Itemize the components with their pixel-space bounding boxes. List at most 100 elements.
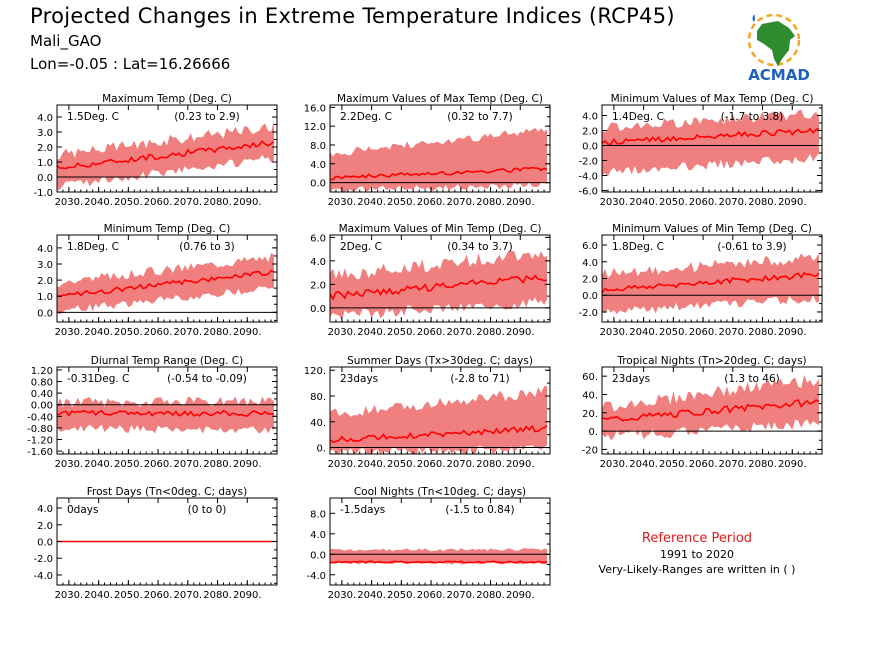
- mean-change-label: 0days: [67, 504, 98, 516]
- y-tick-label: -1.0: [33, 188, 53, 199]
- very-likely-range-label: (0.23 to 2.9): [174, 111, 240, 123]
- x-tick-label: 2060.: [417, 197, 446, 208]
- y-tick-label: 4.0: [37, 244, 53, 255]
- y-tick-label: 6.0: [582, 241, 598, 252]
- very-likely-range-band: [330, 386, 547, 454]
- chart-panel-10: -4.0 -2.0 0.0 2.0 4.0 2030. 2040. 2050. 2060. 207…: [33, 486, 278, 601]
- y-tick-label: 20.: [582, 409, 598, 420]
- very-likely-range-band: [57, 396, 274, 434]
- x-tick-label: 2080.: [476, 327, 505, 338]
- y-tick-label: -2.0: [33, 554, 53, 565]
- chart-panel-3: -6.0 -4.0 -2.0 0.0 2.0 4.0 2030. 2040. 2050. 2060…: [578, 93, 823, 208]
- chart-title: Cool Nights (Tn<10deg. C; days): [354, 486, 526, 498]
- very-likely-range-label: (0 to 0): [188, 504, 227, 516]
- y-tick-label: 1.20: [31, 366, 53, 377]
- very-likely-range-label: (-2.8 to 71): [450, 373, 509, 385]
- x-tick-label: 2090.: [778, 459, 807, 470]
- y-tick-label: 0.40: [31, 389, 53, 400]
- y-tick-label: -4.0: [33, 571, 53, 582]
- mean-change-label: 23days: [612, 373, 650, 385]
- x-tick-label: 2040.: [84, 197, 113, 208]
- chart-title: Maximum Values of Max Temp (Deg. C): [337, 93, 543, 105]
- chart-title: Summer Days (Tx>30deg. C; days): [347, 355, 533, 367]
- x-tick-label: 2060.: [417, 459, 446, 470]
- reference-range-note: Very-Likely-Ranges are written in ( ): [598, 563, 796, 576]
- x-tick-label: 2090.: [233, 590, 262, 601]
- y-tick-label: -2.0: [578, 157, 598, 168]
- x-tick-label: 2070.: [446, 327, 475, 338]
- reference-period-title: Reference Period: [641, 531, 753, 546]
- plot-frame: [329, 234, 551, 323]
- x-tick-label: 2060.: [144, 590, 173, 601]
- y-tick-label: 8.0: [310, 509, 326, 520]
- y-tick-label: -1.20: [27, 436, 53, 447]
- chart-title: Minimum Temp (Deg. C): [104, 223, 231, 235]
- y-tick-label: 0.0: [582, 142, 598, 153]
- median-change-line: [330, 424, 548, 444]
- y-tick-label: 2.0: [37, 521, 53, 532]
- very-likely-range-label: (0.32 to 7.7): [447, 111, 513, 123]
- x-tick-label: 2070.: [173, 459, 202, 470]
- x-tick-label: 2040.: [357, 197, 386, 208]
- y-tick-label: 0.0: [37, 538, 53, 549]
- x-tick-label: 2070.: [173, 327, 202, 338]
- mean-change-label: 1.5Deg. C: [67, 111, 119, 123]
- x-tick-label: 2030.: [55, 197, 84, 208]
- reference-period-years: 1991 to 2020: [659, 548, 735, 561]
- y-tick-label: 2.0: [582, 275, 598, 286]
- very-likely-range-label: (0.76 to 3): [179, 241, 234, 253]
- y-tick-label: 4.0: [310, 160, 326, 171]
- median-change-line: [57, 409, 275, 417]
- x-tick-label: 2060.: [144, 327, 173, 338]
- station-name: Mali_GAO: [30, 32, 102, 50]
- x-tick-label: 2030.: [600, 197, 629, 208]
- y-tick-label: 3.0: [37, 260, 53, 271]
- mean-change-label: 23days: [340, 373, 378, 385]
- x-tick-label: 2040.: [629, 327, 658, 338]
- very-likely-range-band: [57, 121, 274, 191]
- y-tick-label: 2.0: [582, 127, 598, 138]
- plot-frame: [329, 497, 551, 586]
- very-likely-range-label: (0.34 to 3.7): [447, 241, 513, 253]
- x-tick-label: 2040.: [84, 590, 113, 601]
- very-likely-range-band: [602, 109, 819, 177]
- x-tick-label: 2080.: [203, 327, 232, 338]
- chart-panel-4: 0.0 1.0 2.0 3.0 4.0 2030. 2040. 2050. 2060. 2070.…: [37, 223, 278, 338]
- y-tick-label: -20: [582, 445, 598, 456]
- x-tick-label: 2060.: [144, 459, 173, 470]
- y-tick-label: 0.0: [37, 308, 53, 319]
- y-tick-label: 1.0: [37, 158, 53, 169]
- very-likely-range-label: (-1.5 to 0.84): [445, 504, 514, 516]
- y-tick-label: 2.0: [310, 280, 326, 291]
- y-tick-label: 16.0: [304, 103, 326, 114]
- y-tick-label: 0.: [588, 427, 598, 438]
- x-tick-label: 2060.: [689, 197, 718, 208]
- y-tick-label: -2.0: [578, 308, 598, 319]
- x-tick-label: 2060.: [417, 327, 446, 338]
- x-tick-label: 2040.: [84, 327, 113, 338]
- y-tick-label: 2.0: [37, 143, 53, 154]
- y-tick-label: -0.40: [27, 412, 53, 423]
- median-change-line: [330, 274, 548, 301]
- x-tick-label: 2050.: [387, 590, 416, 601]
- acmad-logo: ACMAD: [747, 13, 810, 84]
- x-tick-label: 2070.: [173, 197, 202, 208]
- chart-panel-5: 0.0 2.0 4.0 6.0 2030. 2040. 2050. 2060. 2070. 208…: [310, 223, 551, 338]
- chart-title: Maximum Temp (Deg. C): [102, 93, 232, 105]
- chart-panel-6: -2.0 0.0 2.0 4.0 6.0 2030. 2040. 2050. 2060. 2070…: [578, 223, 823, 338]
- mean-change-label: 1.8Deg. C: [612, 241, 664, 253]
- y-tick-label: 40.: [310, 418, 326, 429]
- x-tick-label: 2060.: [144, 197, 173, 208]
- x-tick-label: 2030.: [328, 197, 357, 208]
- x-tick-label: 2050.: [114, 590, 143, 601]
- chart-title: Diurnal Temp Range (Deg. C): [91, 355, 243, 367]
- median-change-line: [602, 127, 820, 146]
- x-tick-label: 2090.: [506, 590, 535, 601]
- y-tick-label: 1.0: [37, 292, 53, 303]
- y-tick-label: 0.0: [310, 179, 326, 190]
- x-tick-label: 2040.: [357, 459, 386, 470]
- x-tick-label: 2080.: [748, 197, 777, 208]
- y-tick-label: -4.0: [578, 172, 598, 183]
